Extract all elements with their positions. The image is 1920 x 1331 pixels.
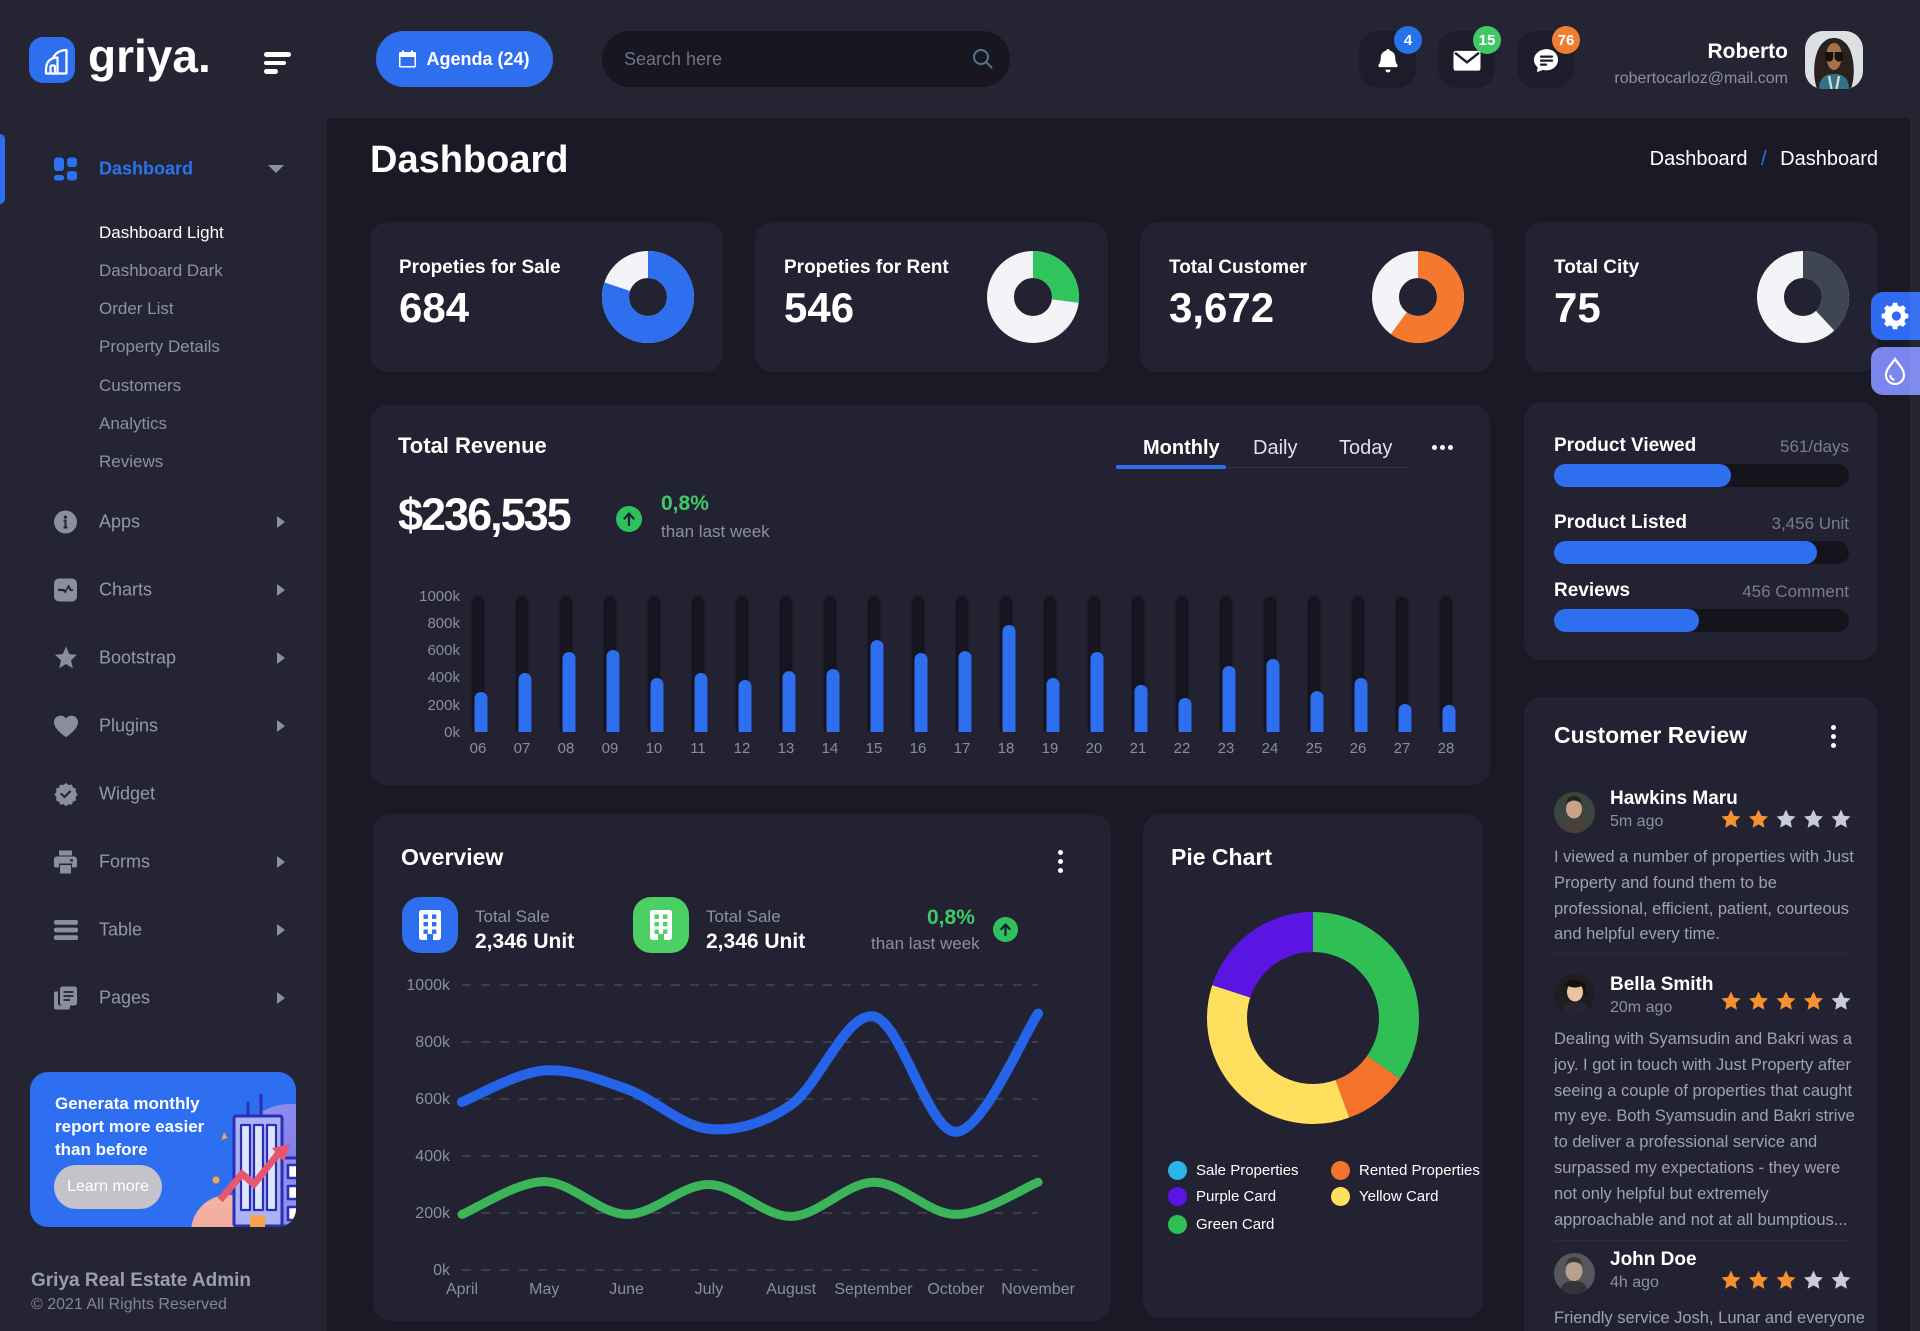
svg-text:28: 28 xyxy=(1438,740,1455,757)
svg-text:August: August xyxy=(766,1281,816,1298)
svg-text:25: 25 xyxy=(1306,740,1323,757)
svg-text:200k: 200k xyxy=(427,697,460,714)
svg-text:November: November xyxy=(1001,1281,1075,1298)
svg-text:14: 14 xyxy=(822,740,839,757)
svg-text:800k: 800k xyxy=(427,615,460,632)
svg-text:April: April xyxy=(446,1281,478,1298)
svg-text:600k: 600k xyxy=(415,1091,451,1108)
svg-text:15: 15 xyxy=(866,740,883,757)
svg-text:27: 27 xyxy=(1394,740,1411,757)
svg-text:19: 19 xyxy=(1042,740,1059,757)
svg-text:22: 22 xyxy=(1174,740,1191,757)
svg-text:800k: 800k xyxy=(415,1034,451,1051)
svg-text:October: October xyxy=(927,1281,985,1298)
svg-text:0k: 0k xyxy=(433,1262,451,1279)
svg-text:08: 08 xyxy=(558,740,575,757)
svg-text:20: 20 xyxy=(1086,740,1103,757)
svg-text:10: 10 xyxy=(646,740,663,757)
svg-text:600k: 600k xyxy=(427,642,460,659)
svg-text:06: 06 xyxy=(470,740,487,757)
svg-text:07: 07 xyxy=(514,740,531,757)
svg-text:July: July xyxy=(695,1281,723,1298)
svg-text:13: 13 xyxy=(778,740,795,757)
svg-text:400k: 400k xyxy=(427,669,460,686)
svg-text:12: 12 xyxy=(734,740,751,757)
svg-text:09: 09 xyxy=(602,740,619,757)
svg-text:June: June xyxy=(609,1281,644,1298)
svg-text:26: 26 xyxy=(1350,740,1367,757)
svg-text:May: May xyxy=(529,1281,559,1298)
svg-text:21: 21 xyxy=(1130,740,1147,757)
svg-text:24: 24 xyxy=(1262,740,1279,757)
svg-text:1000k: 1000k xyxy=(419,588,460,605)
svg-text:11: 11 xyxy=(690,740,706,757)
svg-text:16: 16 xyxy=(910,740,927,757)
svg-text:1000k: 1000k xyxy=(406,977,451,994)
svg-text:400k: 400k xyxy=(415,1148,451,1165)
svg-text:17: 17 xyxy=(954,740,971,757)
svg-text:23: 23 xyxy=(1218,740,1235,757)
svg-text:September: September xyxy=(834,1281,913,1298)
svg-text:18: 18 xyxy=(998,740,1015,757)
svg-text:0k: 0k xyxy=(444,724,460,741)
svg-text:200k: 200k xyxy=(415,1205,451,1222)
